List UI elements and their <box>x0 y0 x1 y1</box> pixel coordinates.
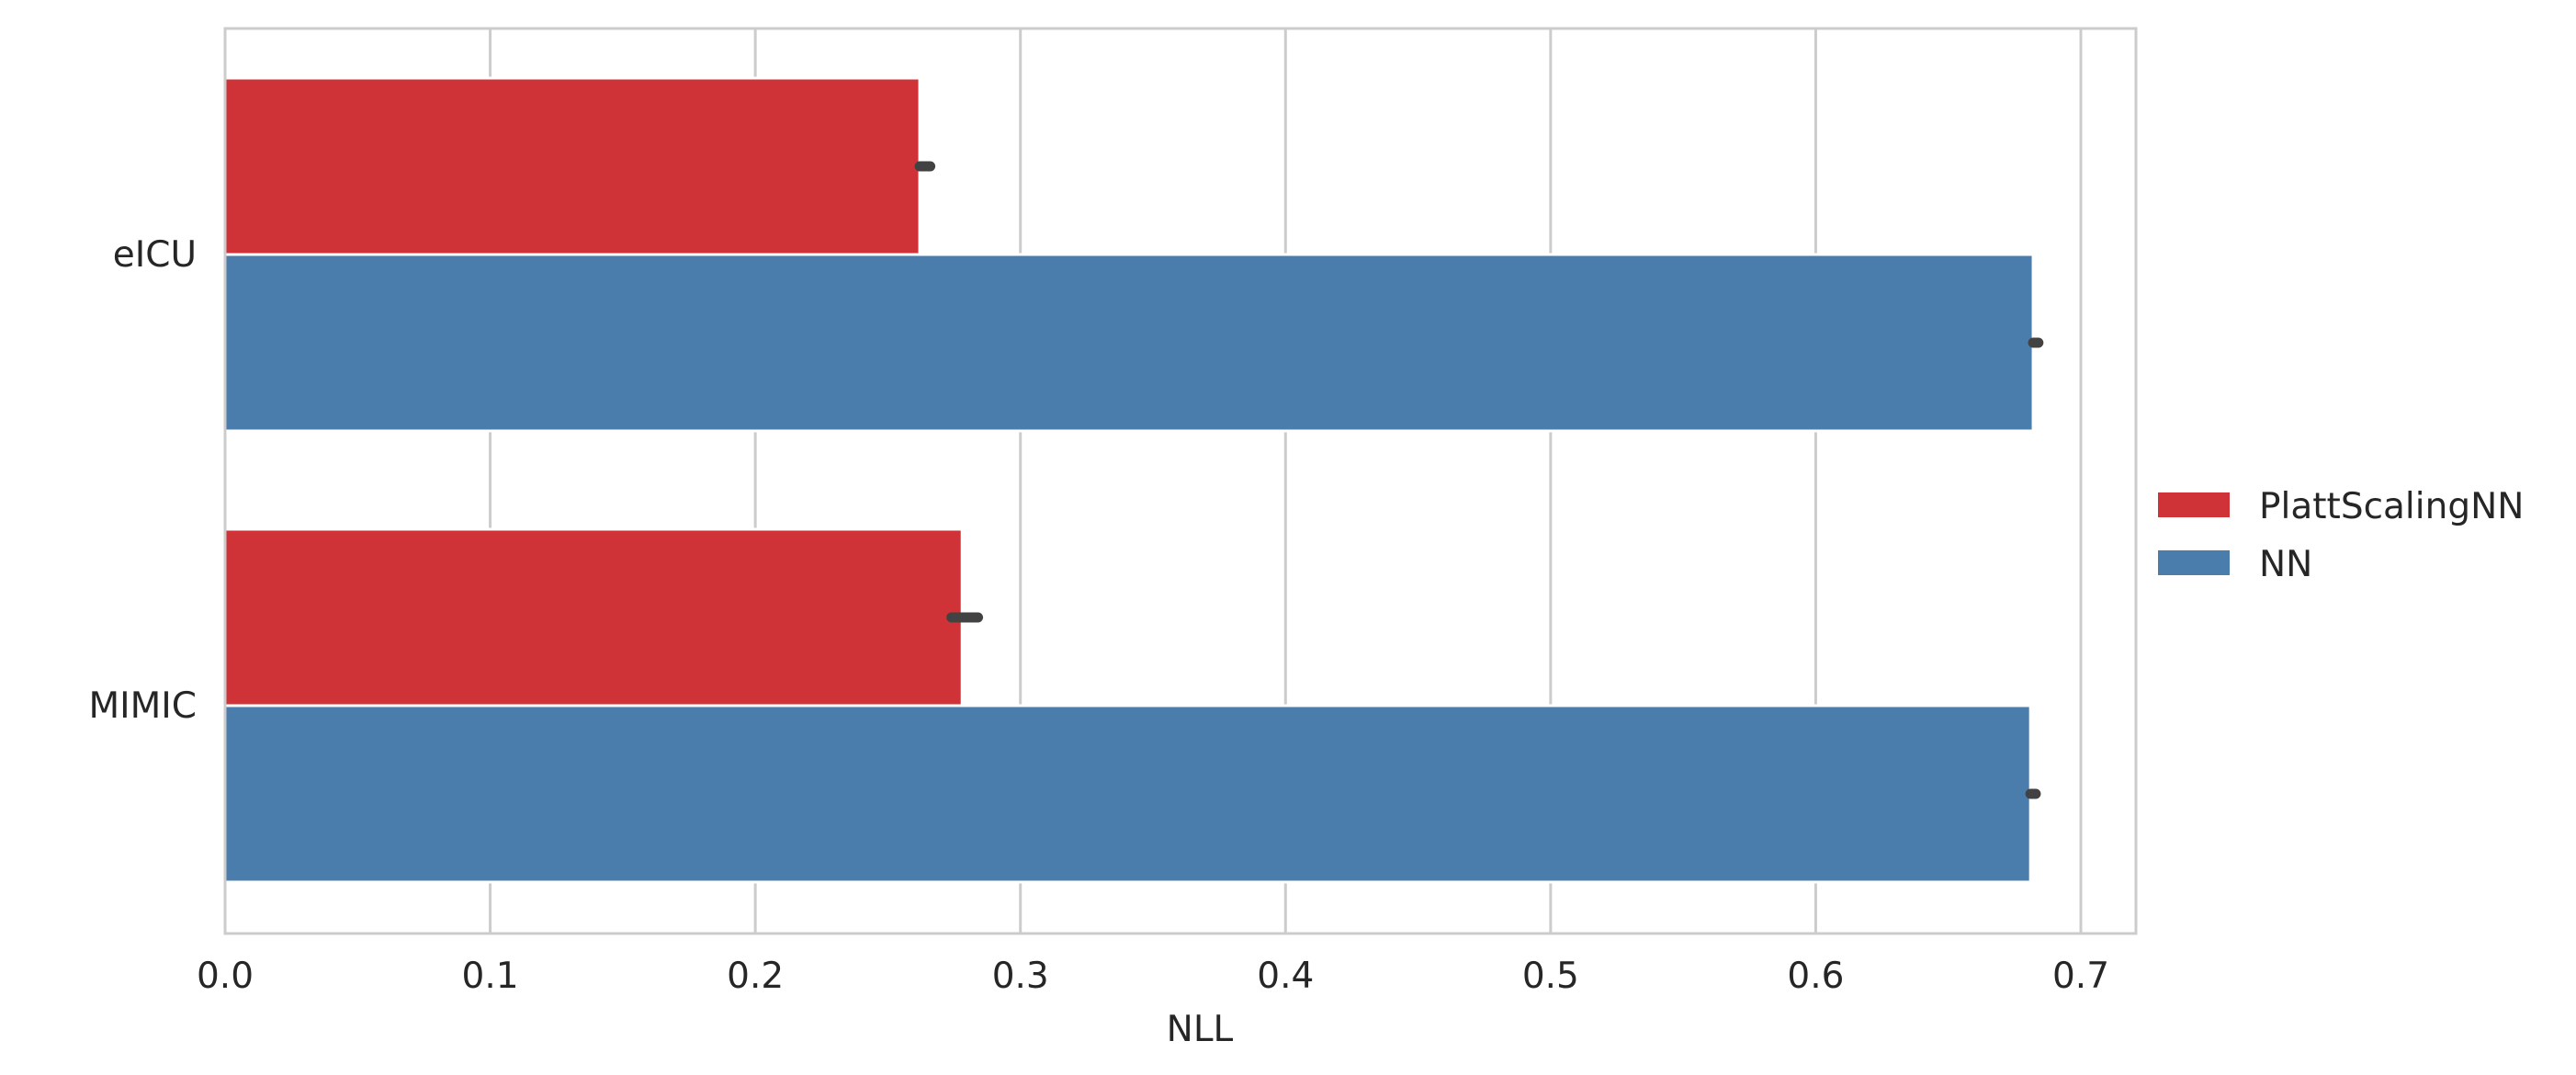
x-tick-label: 0.5 <box>1522 956 1579 997</box>
legend-label: PlattScalingNN <box>2259 486 2524 527</box>
x-tick-label: 0.3 <box>992 956 1049 997</box>
legend-swatch <box>2158 550 2230 575</box>
legend: PlattScalingNN NN <box>2158 486 2524 585</box>
bar-plattscalingnn-mimic <box>223 527 964 707</box>
y-tick-label: eICU <box>113 234 197 276</box>
bars <box>223 76 2035 884</box>
x-tick-label: 0.0 <box>197 956 254 997</box>
bar-nn-mimic <box>223 704 2032 884</box>
legend-label: NN <box>2259 544 2312 585</box>
legend-swatch <box>2158 492 2230 517</box>
x-tick-label: 0.6 <box>1787 956 1844 997</box>
x-tick-label: 0.4 <box>1257 956 1314 997</box>
x-tick-label: 0.2 <box>727 956 784 997</box>
x-tick-label: 0.1 <box>462 956 519 997</box>
y-tick-label: MIMIC <box>88 685 197 727</box>
plot-frame <box>223 27 2138 935</box>
y-tick-labels: eICU MIMIC <box>88 234 197 727</box>
error-bars <box>914 161 2044 799</box>
bar-nn-eicu <box>223 253 2035 433</box>
x-tick-labels: 0.0 0.1 0.2 0.3 0.4 0.5 0.6 0.7 <box>197 956 2109 997</box>
x-tick-label: 0.7 <box>2052 956 2109 997</box>
bar-plattscalingnn-eicu <box>223 76 921 256</box>
x-axis-title: NLL <box>1167 1009 1234 1050</box>
